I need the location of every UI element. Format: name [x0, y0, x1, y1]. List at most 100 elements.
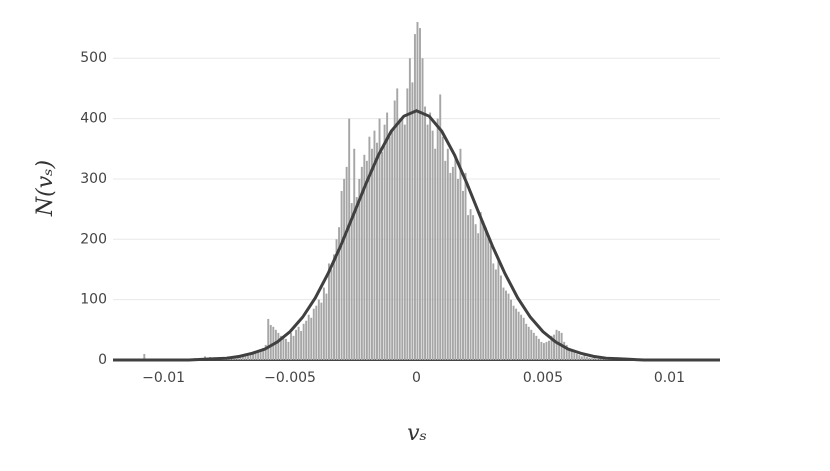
bar	[436, 118, 439, 360]
bar	[269, 324, 272, 360]
bar	[550, 335, 553, 360]
bar	[580, 356, 583, 360]
bar	[474, 224, 477, 360]
bar	[527, 326, 530, 360]
bar	[267, 318, 270, 360]
bar	[254, 352, 257, 360]
bar	[449, 172, 452, 360]
bar	[403, 124, 406, 360]
bar	[360, 166, 363, 360]
bar	[591, 358, 593, 360]
bar	[444, 160, 447, 360]
bar	[358, 178, 361, 360]
bar	[239, 356, 242, 360]
bar	[396, 88, 399, 360]
bar	[520, 314, 523, 360]
bar	[424, 106, 427, 361]
x-axis-title: vₛ	[407, 421, 427, 446]
bar	[249, 354, 252, 360]
bar	[307, 314, 310, 360]
bar	[355, 197, 358, 360]
x-tick-label: 0.005	[523, 370, 563, 386]
y-tick-label: 400	[80, 111, 107, 127]
y-tick-label: 100	[80, 292, 107, 308]
bar	[583, 355, 586, 360]
bar	[477, 233, 480, 360]
bar	[274, 329, 277, 360]
bar	[247, 355, 249, 360]
bar	[262, 347, 265, 360]
bar	[535, 335, 538, 360]
bar	[548, 340, 550, 360]
bar	[292, 335, 295, 360]
bar	[510, 299, 513, 360]
bar	[439, 94, 442, 360]
bar	[598, 358, 601, 360]
bar	[507, 293, 510, 360]
bar	[401, 118, 404, 360]
bar	[570, 350, 573, 360]
bar	[489, 245, 492, 360]
bar	[279, 335, 282, 360]
bar	[353, 148, 356, 360]
bar	[348, 118, 351, 360]
bar	[305, 320, 308, 360]
bar	[231, 358, 234, 360]
bar	[391, 130, 394, 360]
bar	[300, 331, 303, 360]
bar	[497, 260, 500, 360]
bar	[492, 263, 495, 360]
bar	[302, 323, 305, 360]
bar	[563, 341, 566, 360]
y-tick-label: 0	[98, 352, 107, 368]
bar	[241, 356, 244, 360]
bar	[512, 305, 515, 360]
bar	[340, 191, 343, 360]
bar	[573, 352, 576, 360]
bar	[568, 347, 571, 360]
bar	[312, 308, 315, 360]
bar	[502, 287, 505, 360]
bar	[479, 212, 482, 360]
y-tick-label: 500	[80, 50, 107, 66]
bar	[456, 178, 459, 360]
bar	[315, 305, 318, 360]
bar	[469, 209, 472, 360]
bar	[545, 341, 548, 360]
bar	[441, 136, 444, 360]
bar	[419, 28, 421, 360]
bar	[588, 357, 591, 360]
bar	[381, 151, 384, 360]
bar	[482, 221, 485, 360]
bar	[310, 317, 313, 360]
bar	[408, 58, 411, 361]
bar	[282, 337, 285, 360]
bar	[532, 332, 535, 360]
bar	[575, 353, 578, 360]
bar	[290, 332, 292, 360]
bar	[257, 350, 260, 360]
bar	[537, 338, 540, 360]
y-axis-title: N(vₛ)	[33, 160, 58, 217]
bar	[287, 341, 290, 360]
x-tick-label: 0.01	[654, 370, 685, 386]
x-tick-label: 0	[412, 370, 421, 386]
bar	[343, 178, 346, 360]
bar	[484, 227, 487, 360]
bar	[434, 148, 437, 360]
bar	[459, 148, 462, 360]
bar	[236, 357, 239, 360]
bar	[327, 263, 330, 360]
bar	[462, 191, 464, 360]
bar	[515, 308, 518, 360]
bar	[398, 118, 401, 360]
bar	[338, 227, 341, 360]
bar	[277, 332, 280, 360]
x-tick-label: −0.005	[264, 370, 316, 386]
bar	[376, 142, 378, 360]
bar	[451, 166, 454, 360]
bar	[335, 239, 338, 360]
bar	[406, 88, 409, 360]
bar	[421, 58, 424, 361]
